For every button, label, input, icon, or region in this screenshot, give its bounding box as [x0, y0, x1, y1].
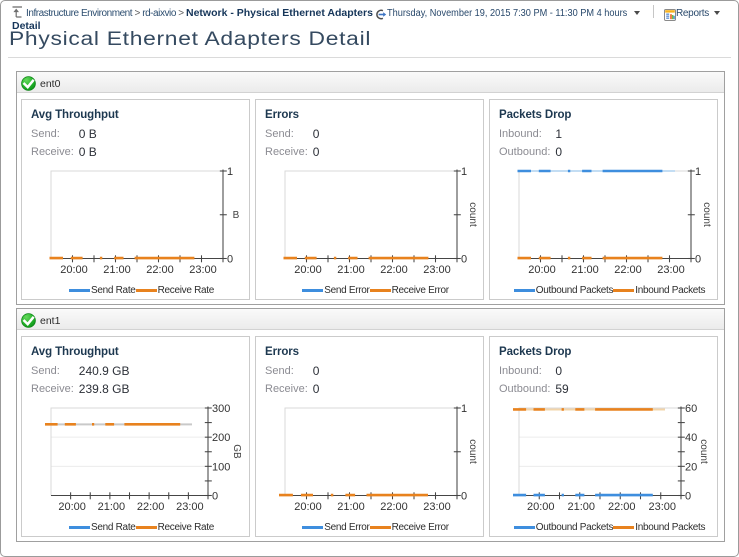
- svg-text:0: 0: [461, 491, 467, 503]
- svg-text:22:00: 22:00: [146, 264, 174, 276]
- svg-text:21:00: 21:00: [567, 501, 595, 513]
- svg-text:22:00: 22:00: [608, 501, 636, 513]
- svg-text:23:00: 23:00: [657, 264, 685, 276]
- svg-text:23:00: 23:00: [648, 501, 676, 513]
- svg-text:20: 20: [685, 461, 697, 473]
- svg-text:21:00: 21:00: [571, 264, 599, 276]
- svg-text:count: count: [698, 439, 709, 464]
- svg-text:0: 0: [227, 254, 233, 266]
- svg-text:21:00: 21:00: [98, 501, 126, 513]
- svg-text:20:00: 20:00: [58, 501, 86, 513]
- svg-text:1: 1: [461, 166, 467, 178]
- svg-text:20:00: 20:00: [294, 501, 322, 513]
- svg-text:40: 40: [685, 432, 697, 444]
- svg-text:21:00: 21:00: [103, 264, 131, 276]
- svg-text:count: count: [701, 202, 712, 227]
- svg-text:GB: GB: [231, 444, 242, 459]
- svg-text:20:00: 20:00: [294, 264, 322, 276]
- svg-text:20:00: 20:00: [527, 501, 555, 513]
- svg-text:1: 1: [695, 166, 701, 178]
- svg-text:23:00: 23:00: [423, 501, 451, 513]
- svg-text:23:00: 23:00: [189, 264, 217, 276]
- svg-text:23:00: 23:00: [423, 264, 451, 276]
- svg-text:100: 100: [212, 461, 230, 473]
- svg-text:22:00: 22:00: [137, 501, 165, 513]
- svg-text:22:00: 22:00: [380, 501, 408, 513]
- svg-text:300: 300: [212, 403, 230, 415]
- svg-text:21:00: 21:00: [337, 501, 365, 513]
- svg-text:0: 0: [212, 491, 218, 503]
- svg-text:count: count: [467, 202, 478, 227]
- svg-text:count: count: [467, 439, 478, 464]
- svg-text:1: 1: [227, 166, 233, 178]
- svg-text:60: 60: [685, 403, 697, 415]
- svg-text:22:00: 22:00: [380, 264, 408, 276]
- svg-text:200: 200: [212, 432, 230, 444]
- svg-text:B: B: [233, 210, 240, 221]
- svg-text:20:00: 20:00: [60, 264, 88, 276]
- svg-text:0: 0: [695, 254, 701, 266]
- svg-text:1: 1: [461, 403, 467, 415]
- svg-text:0: 0: [461, 254, 467, 266]
- svg-text:23:00: 23:00: [176, 501, 204, 513]
- svg-text:20:00: 20:00: [528, 264, 556, 276]
- svg-text:0: 0: [685, 491, 691, 503]
- svg-text:21:00: 21:00: [337, 264, 365, 276]
- svg-text:22:00: 22:00: [614, 264, 642, 276]
